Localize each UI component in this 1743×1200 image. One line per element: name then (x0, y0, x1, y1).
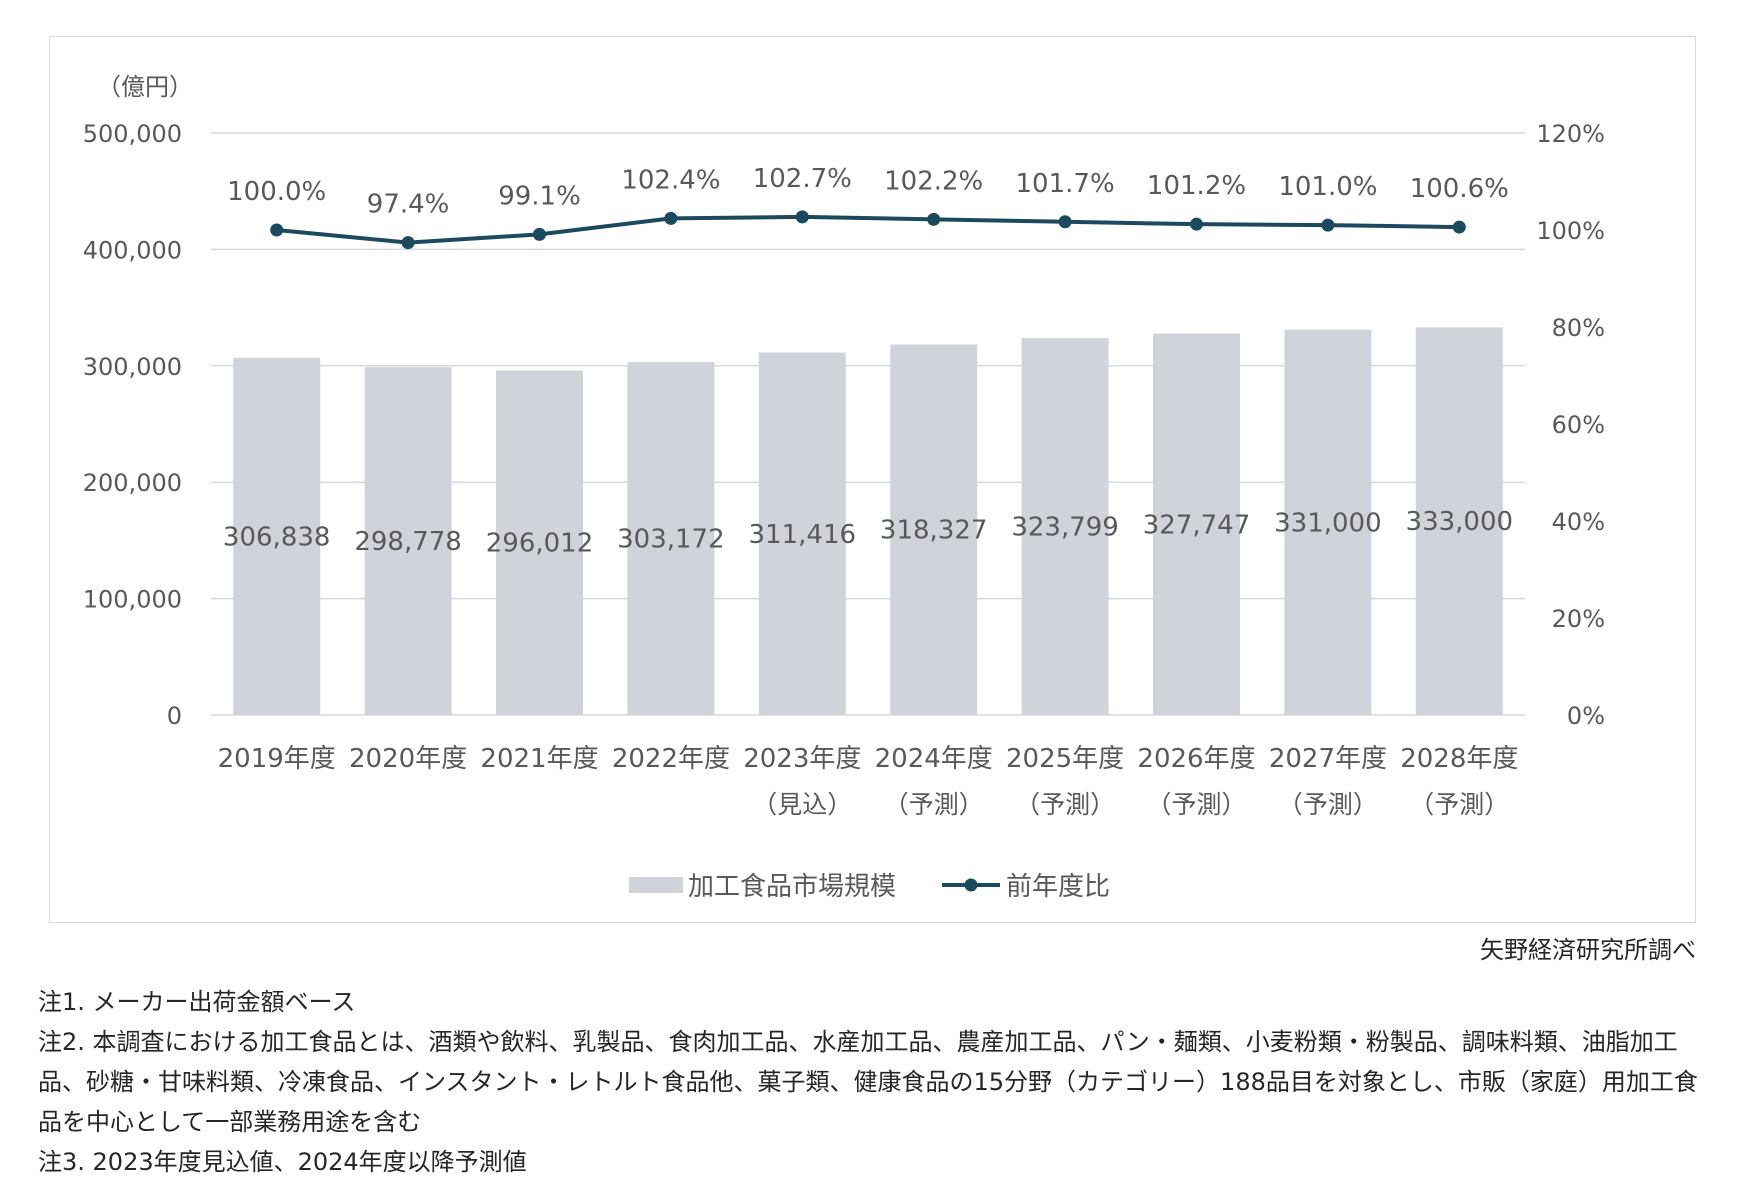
x-tick-label: 2019年度 (218, 744, 336, 774)
line-point (927, 212, 941, 226)
bar (496, 370, 583, 715)
bar-data-label: 298,778 (354, 527, 462, 557)
line-data-label: 100.6% (1410, 174, 1509, 204)
bar (1153, 333, 1240, 715)
line-point (1058, 215, 1072, 229)
x-tick-label: 2024年度 (875, 744, 993, 774)
bar (627, 362, 715, 715)
legend-line-marker (964, 878, 978, 892)
y-right-tick-label: 80% (1552, 314, 1605, 342)
y-right-tick-label: 0% (1567, 702, 1605, 730)
bar (1021, 338, 1109, 715)
bar (364, 367, 452, 715)
line-data-label: 99.1% (498, 181, 581, 211)
bar-data-label: 323,799 (1011, 513, 1119, 543)
line-data-label: 102.7% (753, 164, 852, 194)
line-data-label: 100.0% (227, 177, 326, 207)
y-left-unit-label: （億円） (97, 73, 193, 101)
legend-bar-swatch (629, 877, 683, 893)
x-tick-sublabel: （予測） (884, 790, 984, 819)
line-point (1190, 217, 1203, 231)
y-right-tick-label: 40% (1552, 508, 1605, 536)
bar (233, 357, 321, 715)
bar-data-label: 311,416 (749, 520, 857, 550)
x-tick-sublabel: （予測） (1278, 790, 1378, 819)
line-data-label: 101.0% (1278, 172, 1377, 202)
line-point (1321, 218, 1335, 232)
bar (1284, 329, 1372, 715)
x-tick-sublabel: （予測） (1015, 790, 1115, 819)
y-left-tick-label: 100,000 (83, 586, 182, 614)
bar-data-label: 318,327 (880, 516, 988, 546)
note-1: 注1. メーカー出荷金額ベース (38, 988, 356, 1016)
line-point (1452, 220, 1466, 234)
line-series (276, 214, 1460, 245)
x-tick-label: 2020年度 (349, 744, 467, 774)
bar (1415, 327, 1503, 715)
line-data-label: 97.4% (367, 190, 450, 220)
combo-chart: 0 100,000 200,000 300,000 400,000 500,000 0% 20… (83, 73, 1605, 902)
note-2: 注2. 本調査における加工食品とは、酒類や飲料、乳製品、食肉加工品、水産加工品、… (38, 1028, 1698, 1136)
y-right-tick-label: 20% (1552, 605, 1605, 633)
y-left-tick-label: 500,000 (83, 120, 182, 148)
y-left-tick-label: 200,000 (83, 469, 182, 497)
line-point (795, 210, 809, 224)
y-left-tick-label: 400,000 (83, 236, 182, 264)
bar-data-label: 303,172 (617, 525, 725, 555)
x-tick-label: 2022年度 (612, 744, 730, 774)
x-tick-label: 2028年度 (1400, 744, 1518, 774)
x-tick-label: 2025年度 (1006, 744, 1124, 774)
y-right-tick-label: 120% (1536, 120, 1605, 148)
y-right-tick-label: 100% (1536, 217, 1605, 245)
source-credit: 矢野経済研究所調べ (1480, 936, 1696, 964)
y-left-tick-label: 0 (167, 702, 182, 730)
notes-block: 注1. メーカー出荷金額ベース 注2. 本調査における加工食品とは、酒類や飲料、… (38, 982, 1698, 1182)
x-tick-sublabel: （見込） (752, 790, 852, 819)
bar-data-label: 327,747 (1143, 510, 1251, 540)
bar-data-label: 333,000 (1406, 507, 1514, 537)
legend-bar-label: 加工食品市場規模 (688, 872, 896, 902)
y-left-tick-label: 300,000 (83, 353, 182, 381)
line-data-label: 102.4% (621, 165, 720, 195)
x-tick-sublabel: （予測） (1146, 790, 1246, 819)
bar (758, 352, 846, 715)
x-tick-label: 2023年度 (743, 744, 861, 774)
legend-line-label: 前年度比 (1006, 872, 1110, 902)
x-tick-label: 2027年度 (1269, 744, 1387, 774)
x-tick-label: 2026年度 (1137, 744, 1255, 774)
chart-frame: 0 100,000 200,000 300,000 400,000 500,000 0% 20… (49, 36, 1696, 923)
line-data-label: 102.2% (884, 166, 983, 196)
bar-data-label: 296,012 (486, 529, 594, 559)
x-tick-sublabel: （予測） (1409, 790, 1509, 819)
bar-data-label: 331,000 (1274, 508, 1382, 538)
line-data-label: 101.7% (1016, 169, 1115, 199)
y-right-tick-label: 60% (1552, 411, 1605, 439)
line-point (533, 227, 546, 241)
line-point (270, 223, 284, 237)
line-point (664, 211, 678, 225)
line-data-label: 101.2% (1147, 171, 1246, 201)
line-point (401, 236, 415, 250)
bar (890, 344, 978, 715)
x-tick-label: 2021年度 (480, 744, 598, 774)
note-3: 注3. 2023年度見込値、2024年度以降予測値 (38, 1148, 527, 1176)
bar-data-label: 306,838 (223, 522, 331, 552)
